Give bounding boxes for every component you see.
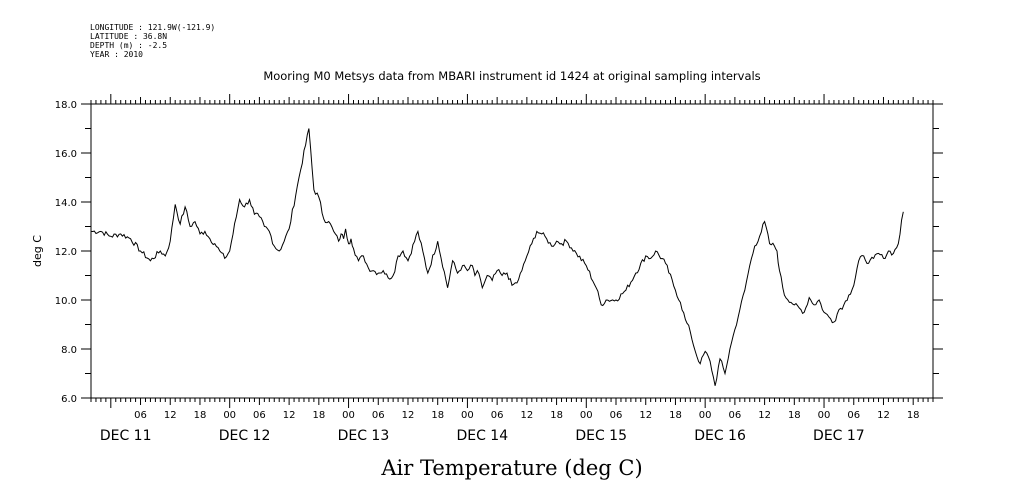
x-tick-label: 18	[788, 410, 801, 421]
x-tick-label: 18	[431, 410, 444, 421]
y-axis: 6.0 8.0 10.0 12.0 14.0 16.0 18.0	[55, 100, 943, 405]
x-tick-label: 06	[610, 410, 623, 421]
meta-longitude: LONGITUDE : 121.9W(-121.9)	[90, 23, 215, 32]
x-axis-label: Air Temperature (deg C)	[380, 456, 642, 480]
x-tick-label: 18	[194, 410, 207, 421]
x-day-label: DEC 13	[338, 428, 390, 444]
x-day-label: DEC 16	[694, 428, 746, 444]
x-tick-label: 12	[758, 410, 771, 421]
x-tick-label: 00	[342, 410, 355, 421]
y-axis-label: deg C	[31, 235, 44, 267]
x-tick-label: 00	[818, 410, 831, 421]
x-tick-label: 06	[134, 410, 147, 421]
x-tick-label: 18	[550, 410, 563, 421]
y-tick-label: 12.0	[55, 247, 77, 258]
series-group	[90, 128, 904, 386]
series-line	[90, 128, 904, 386]
x-axis: 06 12 18 00 06 12 18 00 06 12 18 00 06 12 18 00 06 12 18 00…	[90, 94, 934, 444]
plot-frame	[90, 103, 934, 399]
x-day-label: DEC 17	[813, 428, 865, 444]
x-tick-label: 06	[847, 410, 860, 421]
meta-latitude: LATITUDE : 36.8N	[90, 32, 167, 41]
x-tick-label: 06	[253, 410, 266, 421]
x-tick-label: 18	[669, 410, 682, 421]
x-tick-label: 06	[729, 410, 742, 421]
y-tick-label: 6.0	[61, 394, 77, 405]
meta-year: YEAR : 2010	[90, 50, 143, 59]
x-tick-label: 12	[402, 410, 415, 421]
y-tick-label: 14.0	[55, 198, 77, 209]
x-tick-label: 18	[907, 410, 920, 421]
y-tick-label: 16.0	[55, 149, 77, 160]
x-tick-label: 06	[372, 410, 385, 421]
x-tick-label: 00	[223, 410, 236, 421]
x-day-label: DEC 15	[575, 428, 627, 444]
x-tick-label: 00	[580, 410, 593, 421]
x-tick-label: 12	[520, 410, 533, 421]
x-tick-label: 12	[283, 410, 296, 421]
y-tick-label: 10.0	[55, 296, 77, 307]
x-tick-label: 00	[699, 410, 712, 421]
x-tick-label: 18	[312, 410, 325, 421]
x-tick-label: 12	[877, 410, 890, 421]
x-tick-label: 12	[164, 410, 177, 421]
y-tick-label: 8.0	[61, 345, 77, 356]
x-day-label: DEC 11	[100, 428, 152, 444]
y-tick-label: 18.0	[55, 100, 77, 111]
x-tick-label: 00	[461, 410, 474, 421]
x-day-label: DEC 12	[219, 428, 271, 444]
x-day-label: DEC 14	[456, 428, 508, 444]
x-tick-label: 12	[639, 410, 652, 421]
metadata-block: LONGITUDE : 121.9W(-121.9) LATITUDE : 36…	[90, 23, 215, 59]
meta-depth: DEPTH (m) : -2.5	[90, 41, 167, 50]
x-tick-label: 06	[491, 410, 504, 421]
chart-title: Mooring M0 Metsys data from MBARI instru…	[263, 69, 760, 83]
